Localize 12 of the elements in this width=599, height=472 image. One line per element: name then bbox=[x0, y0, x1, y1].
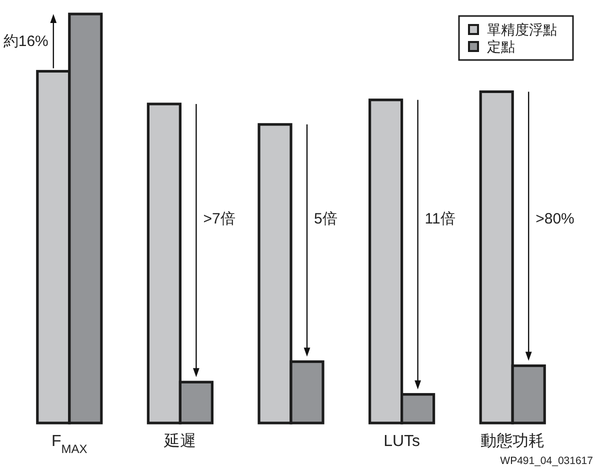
text: WP491_04_031617 bbox=[500, 455, 594, 467]
annotation: >7倍 bbox=[203, 210, 236, 227]
legend-label: 單精度浮點 bbox=[487, 22, 557, 38]
x-tick-label: LUTs bbox=[384, 433, 420, 450]
annotation: 約16% bbox=[3, 32, 48, 50]
annotation: 11倍 bbox=[424, 210, 456, 227]
x-tick-label: 動態功耗 bbox=[480, 432, 545, 450]
x-tick-label: F$_{MAX}$ bbox=[52, 433, 88, 456]
legend-label: 定點 bbox=[487, 38, 515, 54]
annotation: >80% bbox=[536, 210, 574, 227]
annotation: 5倍 bbox=[314, 210, 338, 227]
x-tick-label: 延遲 bbox=[163, 432, 196, 450]
